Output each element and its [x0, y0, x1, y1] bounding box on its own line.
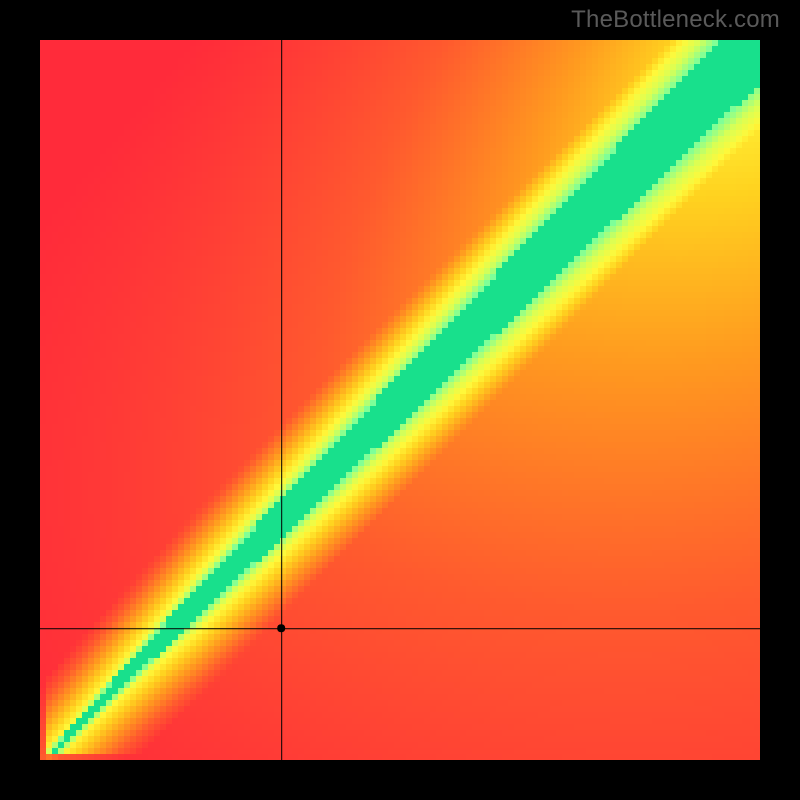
heatmap-canvas: [40, 40, 760, 760]
heatmap-frame: [40, 40, 760, 760]
watermark-text: TheBottleneck.com: [571, 6, 780, 34]
chart-container: TheBottleneck.com: [0, 0, 800, 800]
